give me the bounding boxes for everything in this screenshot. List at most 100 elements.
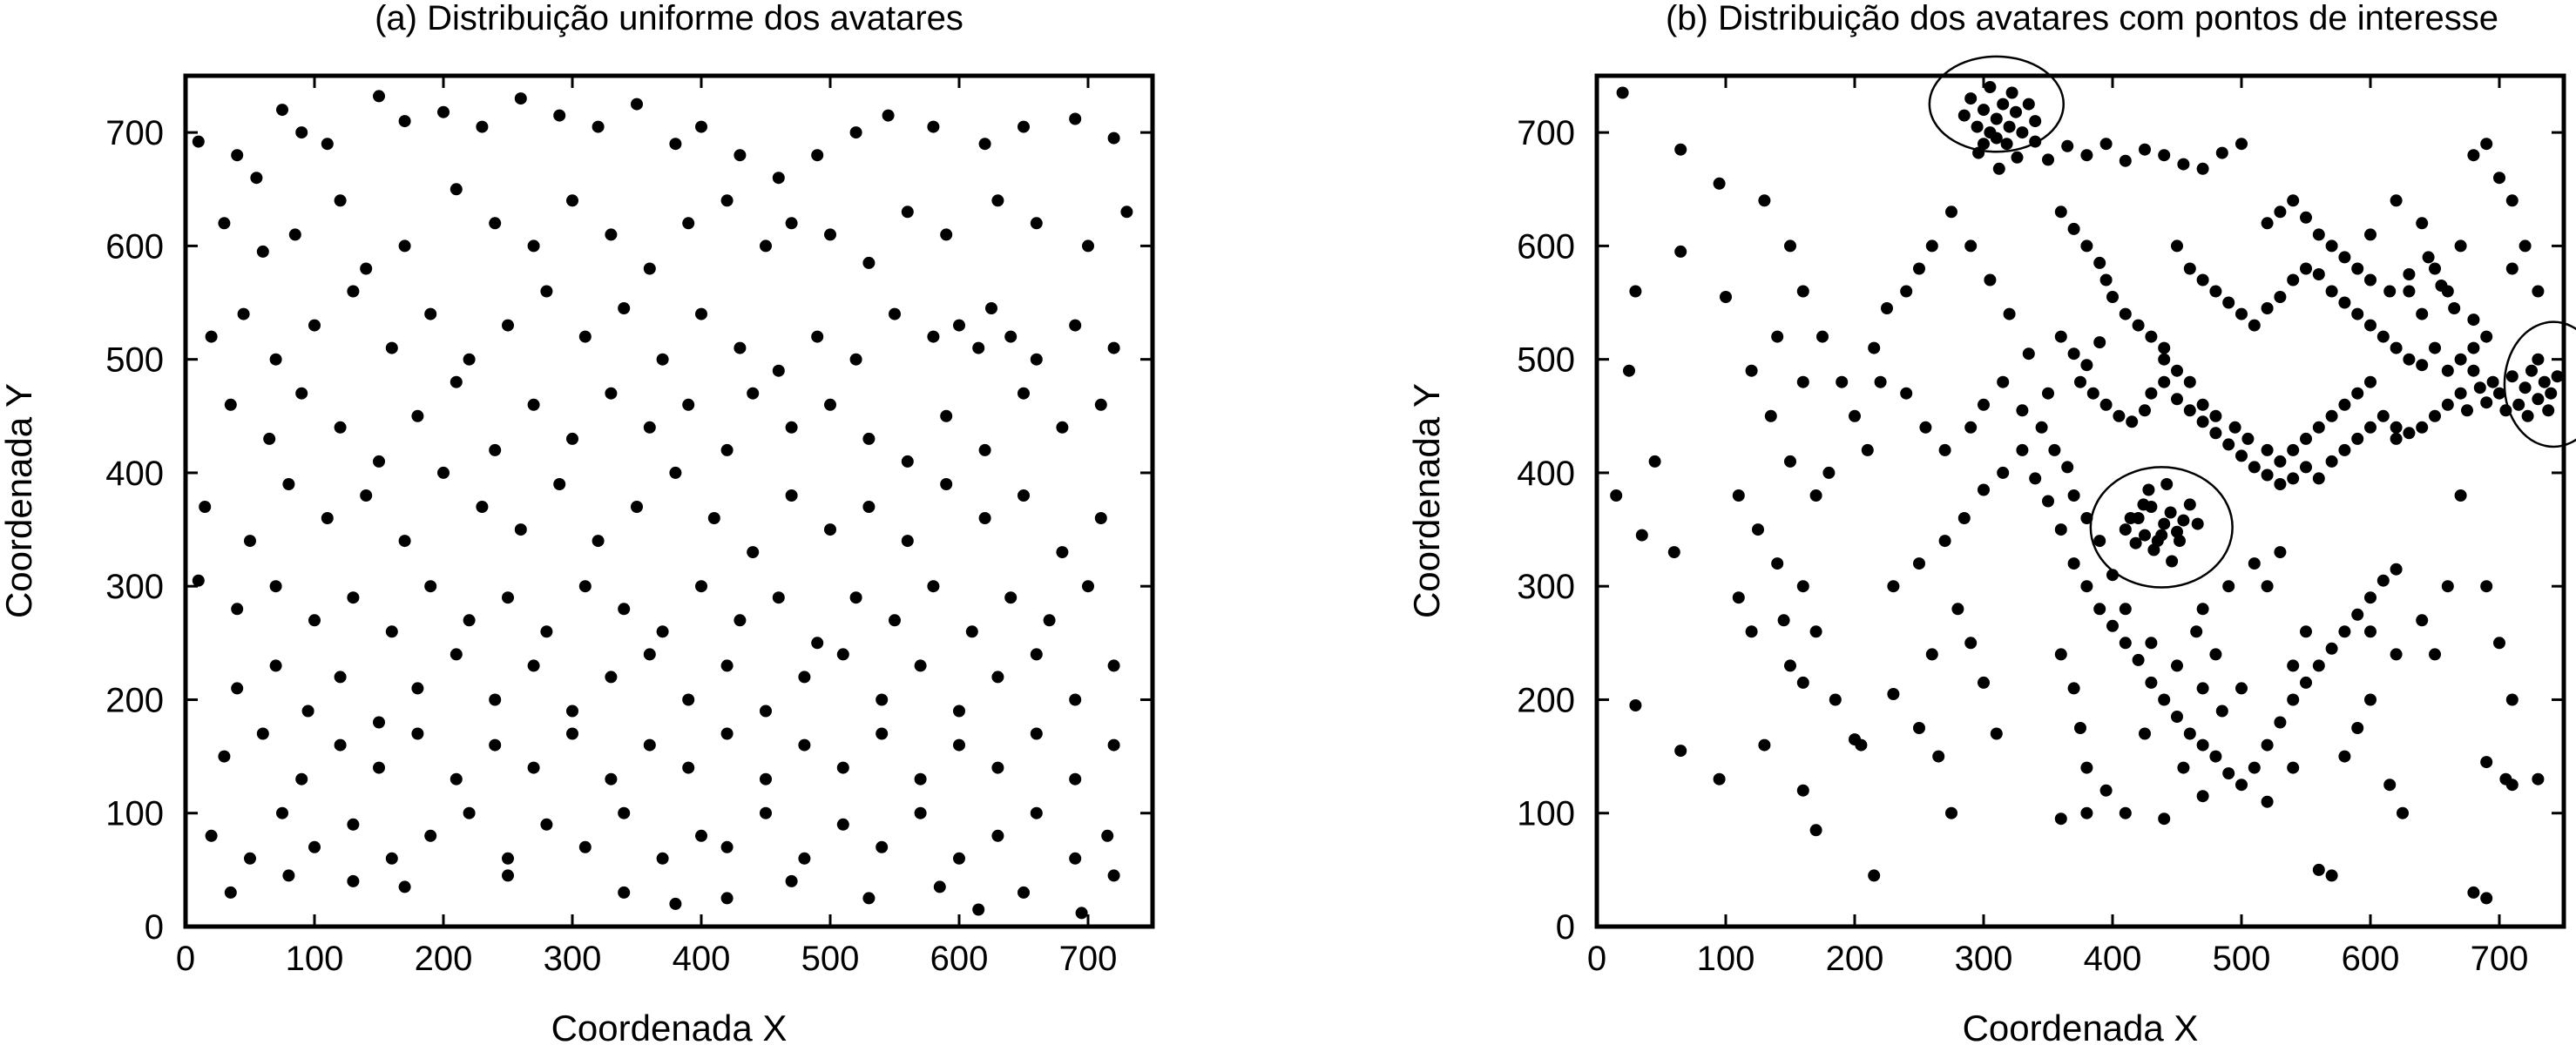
data-point — [785, 421, 798, 434]
data-point — [2390, 432, 2403, 445]
data-point — [2377, 409, 2390, 422]
data-point — [2248, 461, 2261, 474]
data-point — [1758, 194, 1771, 207]
data-point — [1881, 302, 1893, 314]
data-point — [424, 829, 437, 842]
data-point — [2287, 194, 2300, 207]
plot-frame-b — [1594, 73, 2566, 929]
data-point — [2467, 364, 2480, 377]
data-point — [824, 523, 836, 536]
data-point — [450, 772, 463, 785]
data-point — [463, 614, 476, 627]
data-point — [553, 478, 566, 490]
data-point — [2183, 498, 2196, 511]
data-point — [2145, 637, 2158, 650]
data-point — [2093, 256, 2106, 269]
data-point — [2196, 682, 2209, 695]
data-point — [927, 330, 940, 343]
data-point — [256, 727, 269, 740]
data-point — [720, 727, 734, 740]
data-point — [1784, 659, 1796, 672]
data-point — [2191, 517, 2204, 530]
data-point — [2300, 625, 2312, 638]
data-point — [1069, 112, 1082, 125]
data-point — [1964, 92, 1978, 105]
data-point — [1030, 353, 1043, 366]
data-point — [605, 671, 618, 684]
data-point — [231, 149, 244, 162]
data-point — [2325, 642, 2338, 655]
y-tick-label: 600 — [105, 227, 164, 266]
data-point — [2287, 761, 2300, 774]
data-point — [2099, 784, 2113, 797]
data-point — [1777, 614, 1790, 627]
data-point — [2080, 580, 2093, 593]
data-point — [540, 285, 553, 298]
data-point — [760, 239, 772, 253]
data-point — [927, 580, 940, 593]
data-point — [953, 319, 965, 332]
chart-title-a: (a) Distribuição uniforme dos avatares — [375, 0, 963, 37]
data-point — [411, 682, 424, 695]
data-point — [2351, 387, 2364, 400]
data-point — [2235, 682, 2248, 695]
data-point — [811, 149, 824, 162]
data-point — [953, 852, 965, 865]
data-point — [566, 727, 578, 740]
data-point — [244, 535, 256, 548]
data-point — [2505, 693, 2519, 706]
data-point — [2364, 625, 2377, 638]
data-point — [1796, 676, 1809, 689]
data-point — [2119, 307, 2132, 320]
data-point — [2325, 409, 2338, 422]
data-point — [1990, 727, 2003, 740]
data-point — [2113, 409, 2126, 422]
data-point — [785, 874, 798, 887]
data-point — [1674, 245, 1687, 258]
data-point — [566, 194, 578, 207]
data-point — [308, 319, 321, 332]
data-point — [2061, 139, 2074, 152]
data-point — [618, 886, 631, 899]
data-point — [1107, 131, 1120, 145]
data-point — [489, 443, 502, 456]
data-point — [889, 614, 901, 627]
data-point — [1957, 512, 1971, 524]
data-point — [707, 512, 720, 524]
data-point — [2119, 523, 2132, 536]
data-point — [2235, 307, 2248, 320]
data-point — [2054, 330, 2067, 343]
data-point — [398, 115, 411, 128]
data-point — [734, 341, 747, 354]
data-point — [669, 466, 682, 479]
data-point — [2132, 319, 2145, 332]
data-point — [933, 880, 946, 893]
data-point — [1964, 239, 1978, 253]
data-point — [224, 886, 237, 899]
data-point — [914, 659, 927, 672]
interest-point-circle — [1928, 55, 2066, 153]
data-point — [2364, 693, 2377, 706]
data-point — [2312, 268, 2325, 280]
data-point — [720, 659, 734, 672]
data-point — [849, 353, 862, 366]
data-point — [578, 580, 592, 593]
data-point — [2480, 892, 2493, 905]
data-point — [1764, 409, 1777, 422]
data-point — [1997, 98, 2010, 111]
data-point — [1107, 659, 1120, 672]
data-point — [566, 705, 578, 718]
data-point — [2454, 489, 2467, 502]
data-point — [1069, 319, 1082, 332]
data-point — [2215, 146, 2228, 159]
data-point — [2532, 772, 2545, 785]
data-point — [2325, 455, 2338, 468]
data-point — [669, 138, 682, 151]
data-point — [1796, 285, 1809, 298]
data-point — [553, 109, 566, 122]
data-point — [527, 398, 540, 411]
data-point — [2300, 262, 2312, 275]
data-point — [1868, 341, 1881, 354]
data-point — [1018, 387, 1030, 400]
data-point — [2209, 285, 2222, 298]
